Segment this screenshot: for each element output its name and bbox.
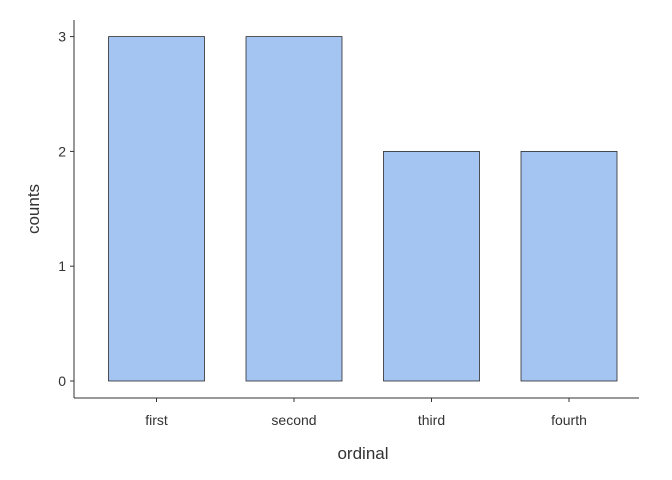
x-tick-label: third — [418, 412, 445, 428]
x-axis-title: ordinal — [337, 444, 388, 463]
y-axis-title: counts — [24, 184, 43, 234]
y-tick-label: 3 — [58, 29, 66, 45]
bars-group — [108, 36, 618, 382]
bar-third — [383, 150, 480, 382]
y-tick-label: 2 — [58, 143, 66, 159]
x-axis-ticks: first second third fourth — [145, 398, 587, 428]
x-tick-label: second — [271, 412, 316, 428]
y-tick-label: 0 — [58, 373, 66, 389]
y-tick-label: 1 — [58, 258, 66, 274]
x-tick-label: first — [145, 412, 168, 428]
bar-second — [245, 36, 343, 382]
bar-fourth — [520, 150, 618, 382]
y-axis-ticks: 0 1 2 3 — [58, 29, 74, 389]
x-tick-label: fourth — [551, 412, 587, 428]
bar-first — [108, 36, 205, 382]
